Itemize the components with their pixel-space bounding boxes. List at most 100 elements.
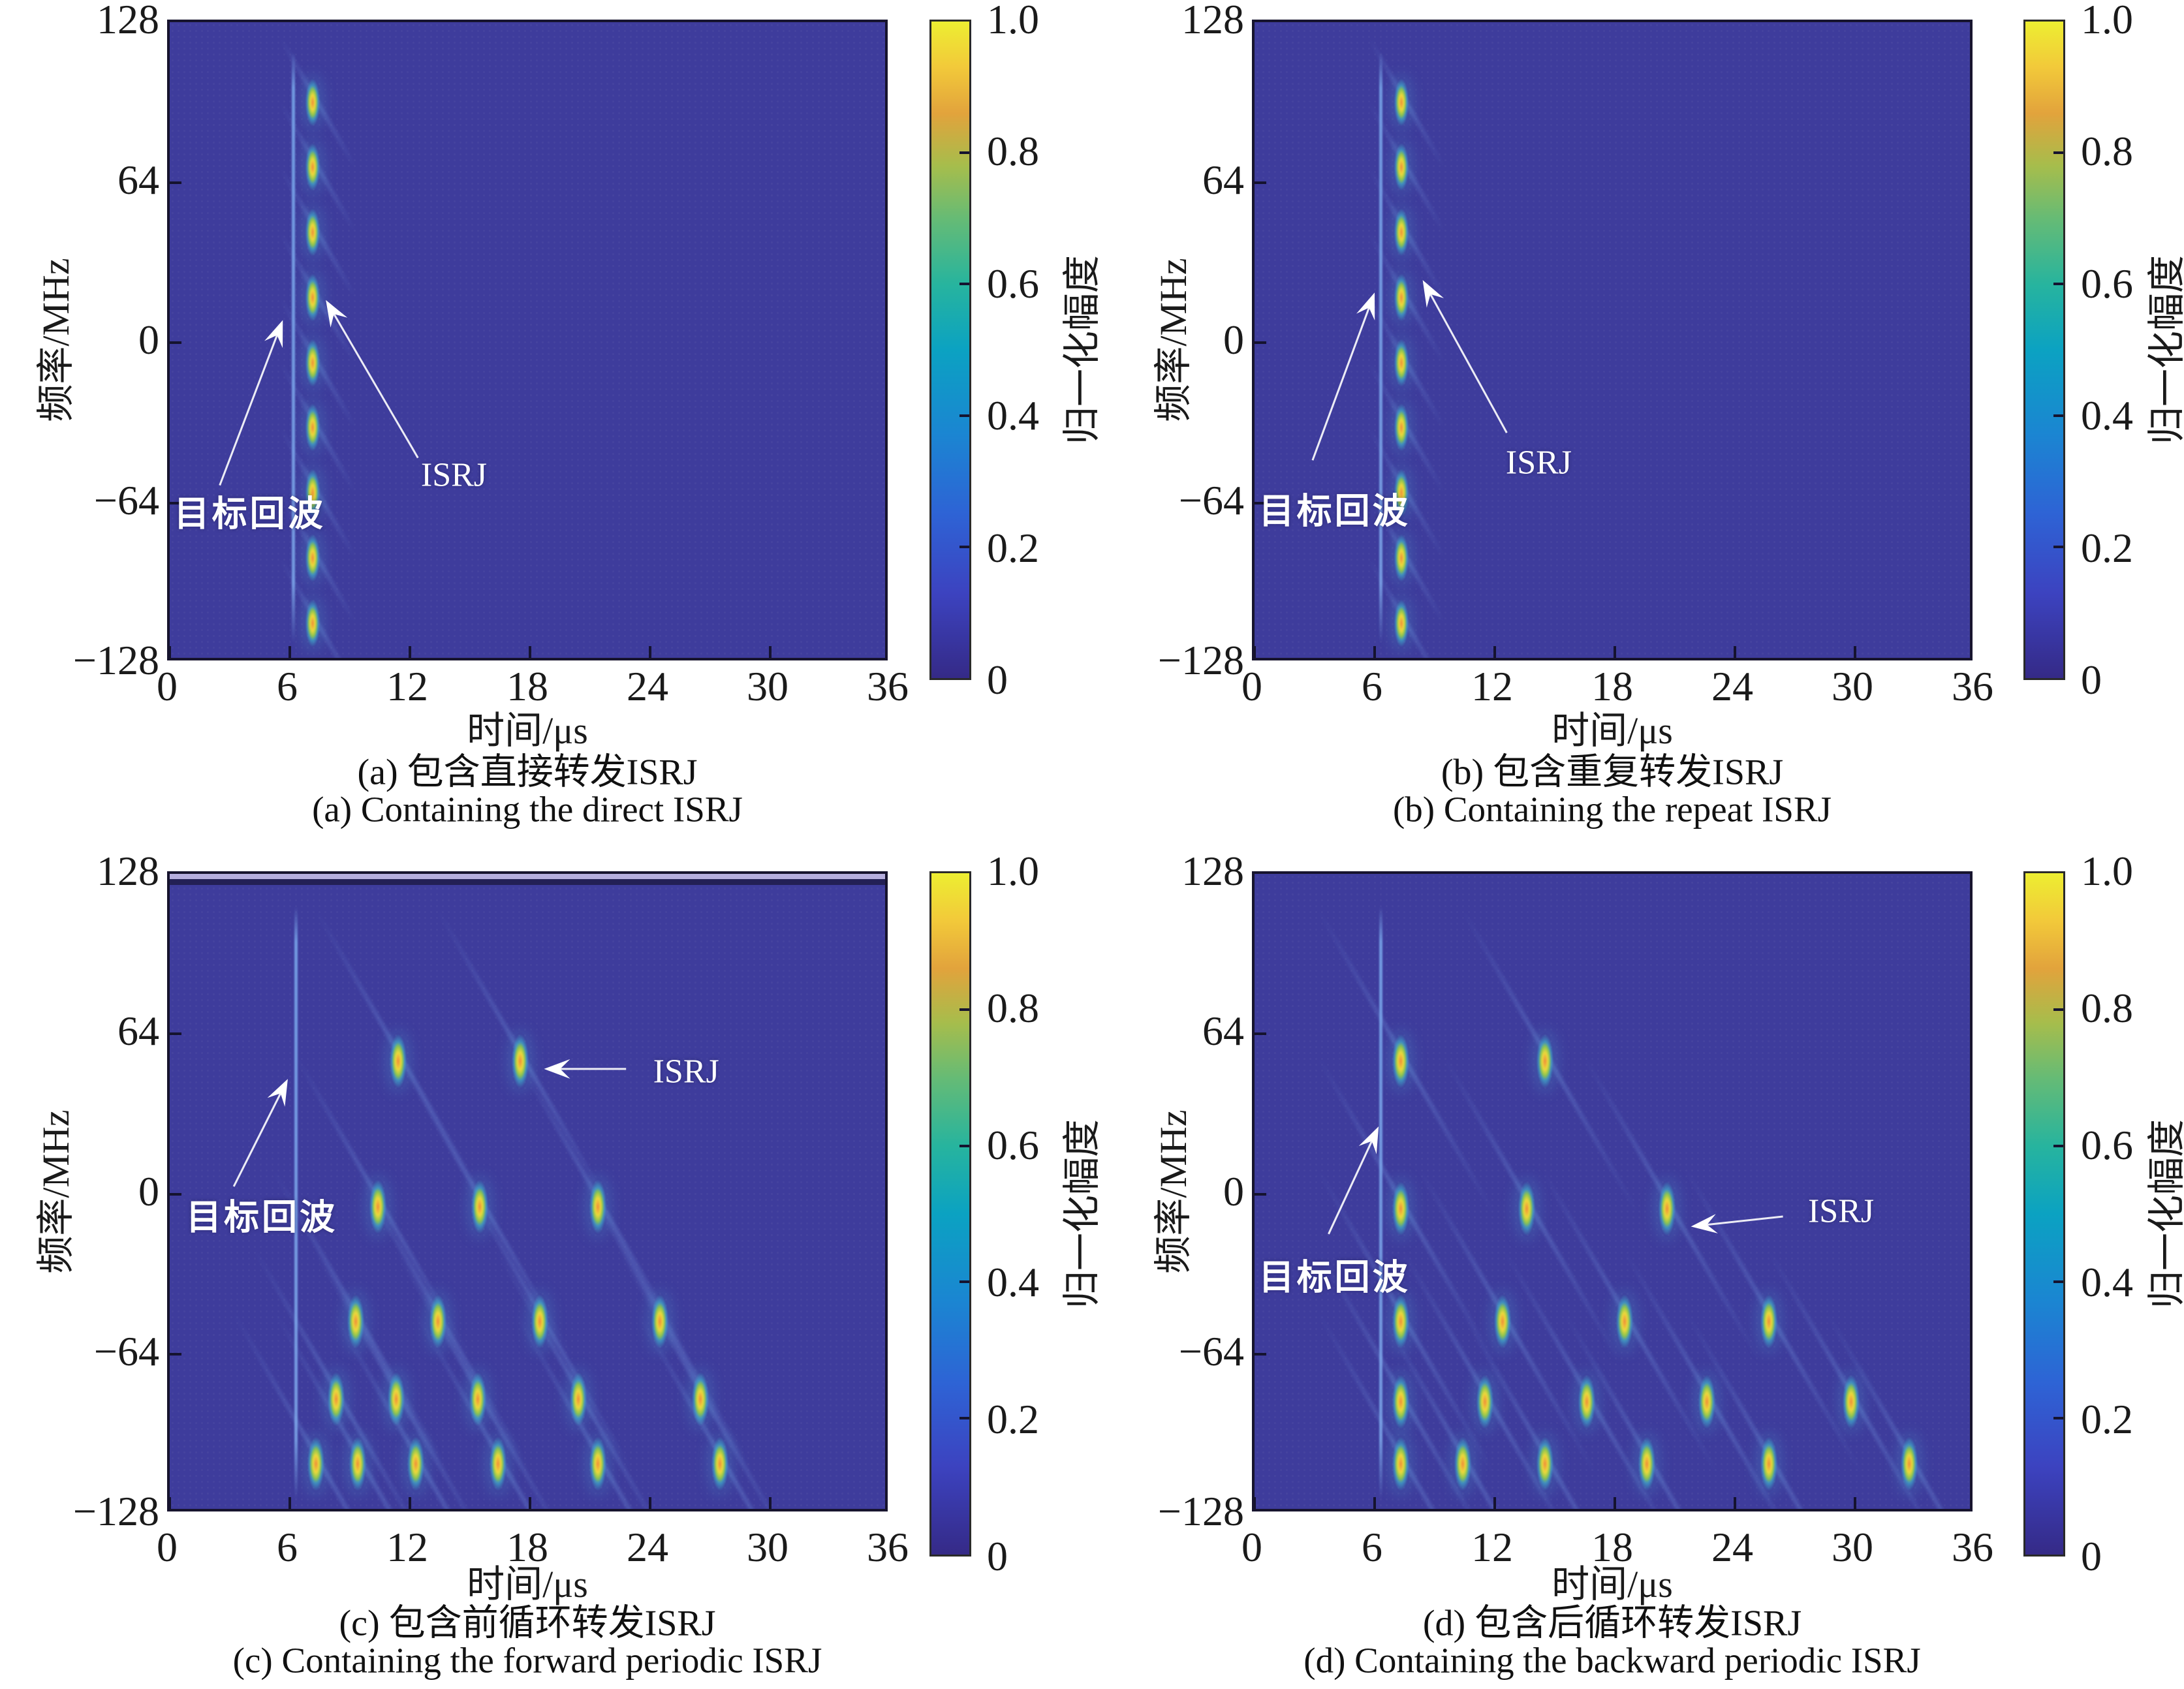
y-tick-label: 0 — [1223, 1168, 1244, 1215]
colorbar-tick-mark — [2053, 283, 2063, 286]
isrj-blob — [1394, 403, 1410, 453]
colorbar — [2023, 871, 2065, 1557]
y-tick-label: 0 — [138, 317, 159, 363]
isrj-blob — [428, 1293, 447, 1350]
caption-english: (b) Containing the repeat ISRJ — [1392, 789, 1832, 829]
caption-chinese: (d) 包含后循环转发ISRJ — [1422, 1603, 1802, 1644]
isrj-blob — [1394, 77, 1410, 127]
isrj-blob — [488, 1436, 507, 1493]
colorbar-tick-mark — [2053, 545, 2063, 548]
colorbar-tick-mark — [959, 151, 969, 155]
isrj-blob — [305, 533, 321, 583]
colorbar-tick-label: 0.2 — [987, 1396, 1039, 1442]
x-tick-mark — [769, 646, 772, 658]
isrj-blob — [1394, 272, 1410, 322]
x-tick-label: 36 — [1952, 1524, 1993, 1570]
colorbar-tick-label: 0.8 — [987, 128, 1039, 175]
x-tick-mark — [529, 1497, 531, 1509]
x-tick-mark — [1373, 1497, 1376, 1509]
colorbar-tick-mark — [2053, 151, 2063, 155]
target-echo-line — [1379, 906, 1383, 1499]
isrj-blob — [1535, 1033, 1554, 1090]
y-tick-label: 64 — [117, 1008, 159, 1055]
isrj-blob — [305, 403, 321, 453]
isrj-blob — [651, 1293, 670, 1350]
isrj-blob — [1760, 1436, 1779, 1493]
y-tick-mark — [170, 181, 181, 184]
x-axis-title: 时间/μs — [467, 709, 588, 752]
target-echo-label: 目标回波 — [1258, 1258, 1411, 1297]
colorbar-tick-mark — [959, 1144, 969, 1147]
colorbar-tick-label: 1.0 — [2081, 848, 2133, 894]
target-echo-line — [291, 52, 295, 643]
isrj-blob — [1391, 1033, 1410, 1090]
colorbar-title: 归一化幅度 — [2145, 1119, 2184, 1309]
x-tick-label: 24 — [627, 1524, 668, 1570]
isrj-blob — [711, 1436, 730, 1493]
isrj-blob — [305, 272, 321, 322]
caption-chinese: (a) 包含直接转发ISRJ — [357, 752, 698, 793]
caption-english: (c) Containing the forward periodic ISRJ — [232, 1640, 822, 1681]
isrj-blob — [305, 337, 321, 388]
x-tick-label: 36 — [867, 1524, 909, 1570]
colorbar-tick-mark — [959, 545, 969, 548]
colorbar-tick-label: 0.4 — [987, 392, 1039, 439]
isrj-blob — [1638, 1436, 1657, 1493]
y-tick-label: 128 — [97, 848, 159, 894]
x-tick-mark — [170, 1497, 171, 1509]
colorbar-tick-mark — [959, 1417, 969, 1420]
caption-chinese: (b) 包含重复转发ISRJ — [1441, 752, 1784, 793]
x-tick-mark — [409, 1497, 411, 1509]
y-tick-label: 0 — [138, 1168, 159, 1215]
y-tick-label: −128 — [1157, 637, 1244, 683]
y-tick-label: 128 — [1181, 848, 1244, 894]
y-tick-mark — [1255, 1192, 1266, 1196]
x-tick-label: 6 — [1362, 1524, 1382, 1570]
annotation-arrows — [232, 1059, 627, 1187]
isrj-blob — [1657, 1181, 1676, 1237]
y-tick-label: 128 — [97, 0, 159, 42]
x-tick-label: 6 — [277, 1524, 298, 1570]
isrj-blob — [1394, 598, 1410, 648]
x-tick-mark — [1373, 646, 1376, 658]
colorbar-tick-label: 0.4 — [2081, 392, 2133, 439]
x-tick-label: 24 — [1711, 1524, 1753, 1570]
x-tick-label: 0 — [157, 663, 178, 709]
x-tick-label: 30 — [747, 1524, 788, 1570]
x-tick-mark — [529, 646, 531, 658]
x-tick-mark — [1734, 1497, 1736, 1509]
isrj-blob — [388, 1033, 407, 1090]
colorbar-tick-label: 0.8 — [987, 985, 1039, 1031]
colorbar-tick-mark — [2053, 1008, 2063, 1011]
isrj-blob — [349, 1436, 367, 1493]
colorbar-tick-mark — [2053, 1144, 2063, 1147]
colorbar-tick-label: 1.0 — [987, 0, 1039, 42]
isrj-blob — [1394, 142, 1410, 193]
y-tick-label: −128 — [1157, 1488, 1244, 1534]
colorbar-tick-label: 0.2 — [2081, 1396, 2133, 1442]
y-tick-mark — [170, 1032, 181, 1036]
colorbar-tick-label: 0 — [987, 1533, 1008, 1579]
colorbar-tick-label: 0.2 — [2081, 524, 2133, 571]
x-tick-label: 30 — [1832, 1524, 1873, 1570]
x-tick-mark — [409, 646, 411, 658]
y-tick-mark — [170, 1192, 181, 1196]
isrj-blob — [469, 1371, 488, 1427]
x-axis-title: 时间/μs — [467, 1563, 588, 1605]
y-tick-label: −64 — [93, 1327, 159, 1374]
caption-chinese: (c) 包含前循环转发ISRJ — [339, 1603, 716, 1644]
annotation-arrows — [219, 300, 419, 486]
x-tick-mark — [170, 646, 171, 658]
y-tick-label: −64 — [1178, 476, 1244, 523]
isrj-label: ISRJ — [420, 456, 488, 494]
isrj-blob — [1615, 1293, 1634, 1350]
x-tick-label: 12 — [1471, 1524, 1513, 1570]
colorbar-tick-label: 0 — [2081, 657, 2102, 703]
y-tick-mark — [1255, 1032, 1266, 1036]
x-tick-mark — [289, 1497, 291, 1509]
isrj-blob — [1453, 1436, 1472, 1493]
isrj-blob — [1391, 1293, 1410, 1350]
x-tick-label: 30 — [747, 663, 788, 709]
colorbar-tick-label: 0.8 — [2081, 128, 2133, 175]
